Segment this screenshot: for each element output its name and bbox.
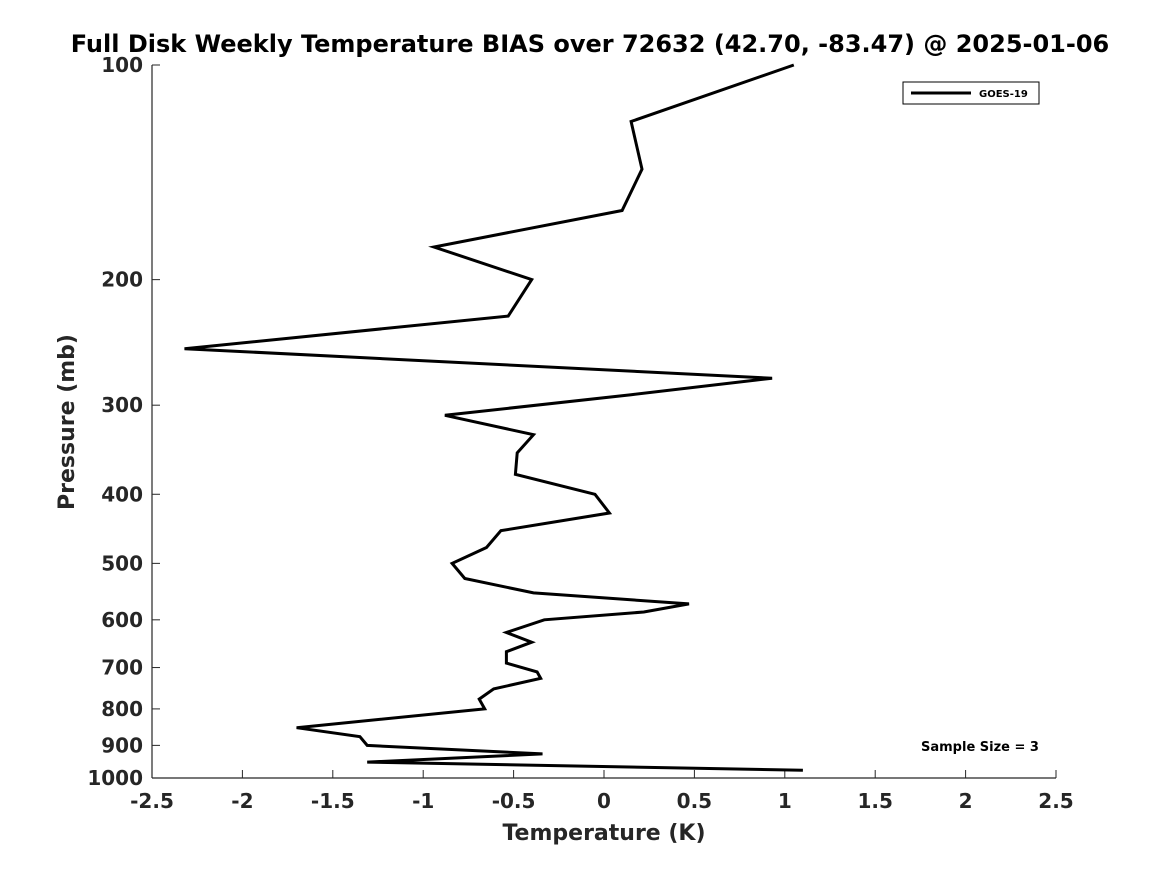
x-axis-label: Temperature (K) [502,821,705,846]
sample-size-annotation: Sample Size = 3 [921,740,1039,755]
y-tick-label: 300 [101,393,143,417]
x-tick-label: -0.5 [492,789,536,813]
legend-label-goes-19: GOES-19 [979,89,1028,100]
x-tick-label: 2.5 [1038,789,1073,813]
x-tick-label: -1.5 [311,789,355,813]
y-tick-label: 1000 [87,766,143,790]
y-tick-label: 100 [101,53,143,77]
y-tick-label: 700 [101,656,143,680]
x-tick-labels: -2.5 -2 -1.5 -1 -0.5 0 0.5 1 1.5 2 2.5 [130,789,1074,813]
x-tick-label: 1.5 [857,789,892,813]
x-tick-label: 2 [959,789,973,813]
legend: GOES-19 [902,81,1040,105]
y-axis-label: Pressure (mb) [55,334,80,510]
y-tick-label: 500 [101,551,143,575]
y-tick-label: 200 [101,268,143,292]
x-tick-label: 0.5 [677,789,712,813]
x-tick-label: -2 [231,789,253,813]
y-tick-label: 800 [101,697,143,721]
x-tick-label: -2.5 [130,789,174,813]
x-tick-label: 1 [778,789,792,813]
y-tick-labels: 100 200 300 400 500 600 700 800 900 1000 [87,53,143,790]
axes [151,65,1056,779]
tick-marks [151,64,1057,779]
y-tick-label: 400 [101,482,143,506]
chart-title: Full Disk Weekly Temperature BIAS over 7… [71,30,1110,58]
x-tick-label: -1 [412,789,434,813]
series-group [184,63,803,772]
y-tick-label: 900 [101,733,143,757]
series-line-goes-19 [184,63,803,772]
x-tick-label: 0 [597,789,611,813]
y-tick-label: 600 [101,608,143,632]
